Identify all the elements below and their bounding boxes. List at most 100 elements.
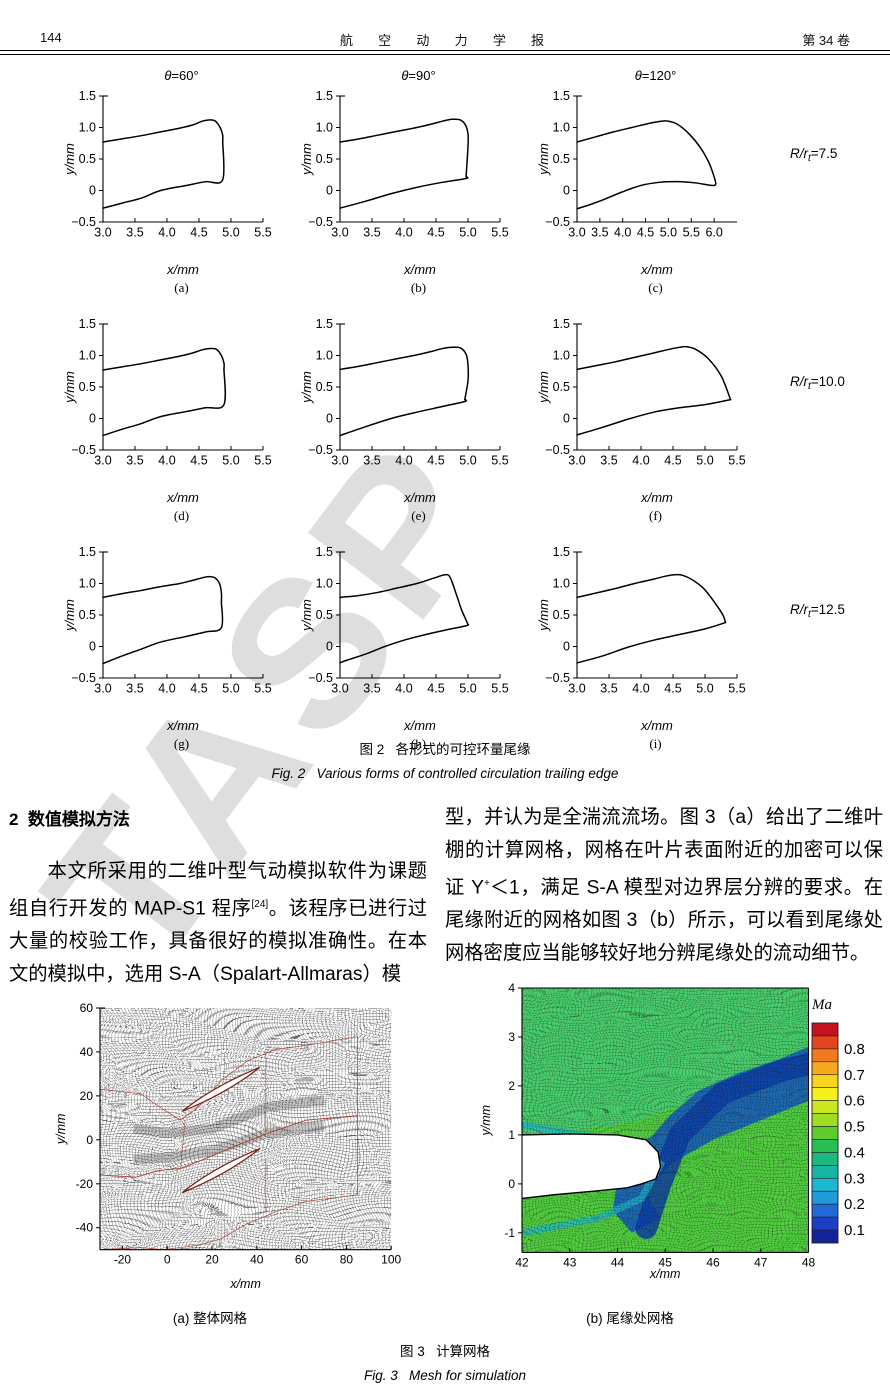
svg-text:x/mm: x/mm	[649, 1267, 681, 1281]
svg-text:0.5: 0.5	[316, 152, 333, 166]
svg-text:y/mm: y/mm	[54, 1113, 68, 1145]
svg-text:0.5: 0.5	[844, 1119, 865, 1136]
svg-text:1.0: 1.0	[316, 576, 333, 590]
svg-text:−0.5: −0.5	[71, 671, 96, 685]
svg-text:40: 40	[251, 1252, 265, 1266]
svg-text:42: 42	[515, 1256, 529, 1270]
svg-text:0.7: 0.7	[844, 1067, 865, 1084]
svg-text:y/mm: y/mm	[536, 599, 551, 632]
svg-text:100: 100	[382, 1252, 402, 1266]
svg-text:5.5: 5.5	[491, 226, 508, 240]
svg-text:0: 0	[89, 411, 96, 425]
svg-text:3.0: 3.0	[331, 682, 348, 696]
svg-text:0.5: 0.5	[79, 608, 96, 622]
svg-text:-1: -1	[504, 1226, 515, 1240]
svg-text:−0.5: −0.5	[545, 671, 570, 685]
svg-text:4.0: 4.0	[614, 226, 631, 240]
svg-text:3: 3	[508, 1030, 515, 1044]
svg-text:0.3: 0.3	[844, 1170, 865, 1187]
svg-text:x/mm: x/mm	[640, 262, 673, 277]
svg-text:0.5: 0.5	[553, 380, 570, 394]
svg-text:5.5: 5.5	[491, 454, 508, 468]
svg-text:0.5: 0.5	[79, 380, 96, 394]
svg-text:y/mm: y/mm	[479, 1105, 493, 1137]
svg-text:1.5: 1.5	[553, 89, 570, 103]
svg-text:y/mm: y/mm	[299, 599, 314, 632]
svg-text:5.5: 5.5	[491, 682, 508, 696]
svg-text:20: 20	[206, 1252, 220, 1266]
svg-text:5.0: 5.0	[459, 226, 476, 240]
svg-text:5.0: 5.0	[222, 454, 239, 468]
svg-text:1.5: 1.5	[316, 317, 333, 331]
svg-text:0: 0	[563, 183, 570, 197]
svg-text:2: 2	[508, 1079, 515, 1093]
svg-text:5.0: 5.0	[696, 454, 713, 468]
svg-text:3.5: 3.5	[600, 682, 617, 696]
svg-text:5.0: 5.0	[660, 226, 677, 240]
svg-text:3.5: 3.5	[591, 226, 608, 240]
svg-text:y/mm: y/mm	[536, 371, 551, 404]
svg-text:47: 47	[754, 1256, 768, 1270]
svg-text:−0.5: −0.5	[71, 215, 96, 229]
svg-text:5.0: 5.0	[222, 226, 239, 240]
svg-text:y/mm: y/mm	[299, 143, 314, 176]
svg-text:5.5: 5.5	[683, 226, 700, 240]
svg-text:80: 80	[340, 1252, 354, 1266]
svg-text:5.0: 5.0	[696, 682, 713, 696]
svg-text:60: 60	[295, 1252, 309, 1266]
svg-text:−0.5: −0.5	[545, 443, 570, 457]
svg-text:5.5: 5.5	[254, 226, 271, 240]
svg-text:-20: -20	[76, 1177, 94, 1191]
svg-text:1.0: 1.0	[553, 348, 570, 362]
svg-text:3.0: 3.0	[568, 454, 585, 468]
svg-text:40: 40	[80, 1045, 94, 1059]
svg-text:1.5: 1.5	[553, 545, 570, 559]
svg-text:−0.5: −0.5	[308, 671, 333, 685]
svg-text:3.0: 3.0	[94, 682, 111, 696]
svg-text:3.5: 3.5	[600, 454, 617, 468]
svg-text:0: 0	[326, 411, 333, 425]
svg-text:x/mm: x/mm	[166, 718, 199, 733]
svg-text:0.5: 0.5	[79, 152, 96, 166]
svg-text:4.0: 4.0	[158, 682, 175, 696]
svg-text:0.1: 0.1	[844, 1222, 865, 1239]
svg-text:5.0: 5.0	[459, 682, 476, 696]
svg-text:x/mm: x/mm	[403, 490, 436, 505]
svg-text:y/mm: y/mm	[62, 143, 77, 176]
svg-text:1.5: 1.5	[79, 545, 96, 559]
svg-text:43: 43	[563, 1256, 577, 1270]
svg-text:1.5: 1.5	[79, 89, 96, 103]
svg-text:0.5: 0.5	[316, 380, 333, 394]
svg-text:4.0: 4.0	[158, 454, 175, 468]
svg-text:y/mm: y/mm	[536, 143, 551, 176]
svg-text:0.5: 0.5	[553, 608, 570, 622]
svg-text:5.5: 5.5	[254, 682, 271, 696]
svg-text:0.8: 0.8	[844, 1041, 865, 1058]
svg-text:60: 60	[80, 1001, 94, 1015]
svg-text:−0.5: −0.5	[308, 215, 333, 229]
svg-text:x/mm: x/mm	[403, 262, 436, 277]
svg-text:x/mm: x/mm	[230, 1277, 262, 1291]
svg-text:1.0: 1.0	[79, 576, 96, 590]
svg-text:4.5: 4.5	[427, 454, 444, 468]
svg-text:46: 46	[706, 1256, 720, 1270]
svg-text:44: 44	[611, 1256, 625, 1270]
svg-text:1.0: 1.0	[316, 120, 333, 134]
svg-text:1.0: 1.0	[316, 348, 333, 362]
svg-text:-20: -20	[114, 1252, 132, 1266]
svg-text:1.0: 1.0	[79, 348, 96, 362]
svg-text:4.5: 4.5	[190, 454, 207, 468]
svg-text:x/mm: x/mm	[166, 490, 199, 505]
svg-text:y/mm: y/mm	[62, 599, 77, 632]
svg-text:4.0: 4.0	[395, 682, 412, 696]
svg-text:4: 4	[508, 981, 515, 995]
svg-text:0: 0	[89, 639, 96, 653]
svg-text:4.0: 4.0	[632, 682, 649, 696]
svg-text:−0.5: −0.5	[545, 215, 570, 229]
svg-text:y/mm: y/mm	[299, 371, 314, 404]
svg-text:0.2: 0.2	[844, 1196, 865, 1213]
svg-text:x/mm: x/mm	[403, 718, 436, 733]
svg-text:1.0: 1.0	[553, 576, 570, 590]
svg-text:3.5: 3.5	[126, 682, 143, 696]
svg-text:4.5: 4.5	[190, 226, 207, 240]
